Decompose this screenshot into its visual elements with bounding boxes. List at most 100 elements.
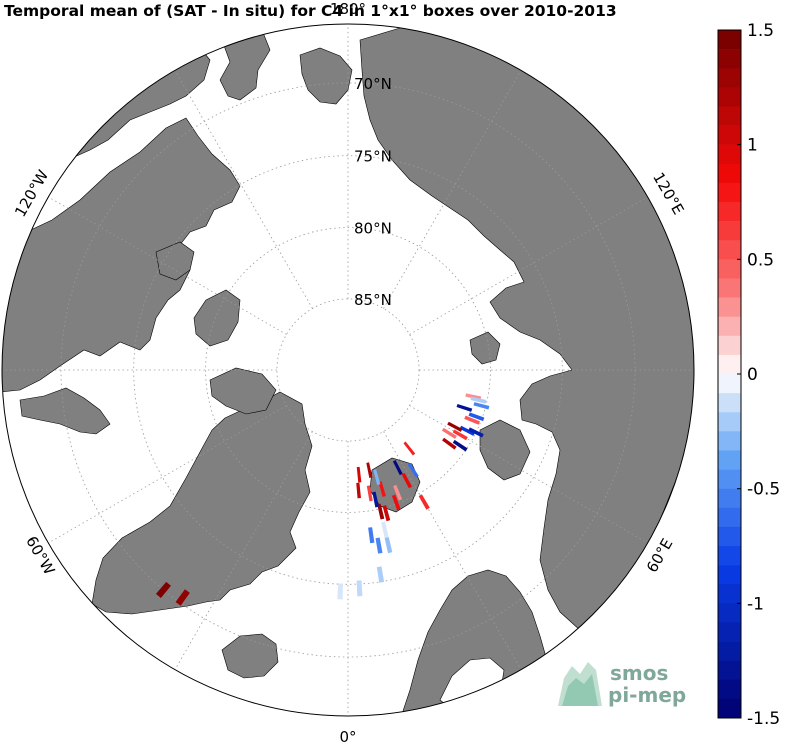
data-box-2 <box>337 583 344 600</box>
colorbar-cell-19 <box>718 393 741 413</box>
data-box-25 <box>442 437 457 450</box>
colorbar-tick-label-2: -0.5 <box>747 480 780 500</box>
colorbar-cell-15 <box>718 316 741 337</box>
colorbar-cell-34 <box>718 679 741 700</box>
meridian-60 <box>409 405 648 544</box>
land-island-b <box>155 241 195 281</box>
colorbar-cell-13 <box>718 278 741 298</box>
land-severnaya-zemlya <box>469 331 501 365</box>
colorbar: -1.5 -1 -0.5 0 0.5 1 1.5 <box>717 21 780 729</box>
data-box-15 <box>378 481 386 497</box>
land-greenland <box>91 391 313 615</box>
graticule <box>2 24 694 716</box>
colorbar-cell-9 <box>718 202 741 222</box>
colorbar-cell-10 <box>718 221 741 241</box>
data-box-6 <box>384 537 393 554</box>
colorbar-cell-7 <box>718 163 741 184</box>
chart-title: Temporal mean of (SAT - In situ) for C4 … <box>4 2 617 20</box>
data-box-1 <box>175 589 190 606</box>
colorbar-cell-35 <box>718 698 741 719</box>
data-box-21 <box>403 441 416 456</box>
colorbar-tick-label-0: -1.5 <box>747 709 780 729</box>
data-box-26 <box>452 439 468 452</box>
colorbar-cell-22 <box>718 450 741 470</box>
data-box-9 <box>382 505 391 522</box>
data-box-28 <box>459 425 476 436</box>
colorbar-cell-2 <box>718 68 741 88</box>
meridian-240 <box>48 196 287 335</box>
data-box-19 <box>392 459 403 476</box>
land-north-america <box>2 117 241 393</box>
colorbar-cell-23 <box>718 469 741 489</box>
meridian-120 <box>409 196 648 335</box>
colorbar-cell-33 <box>718 660 741 681</box>
data-box-8 <box>381 521 389 538</box>
lon-label-5: 0° <box>339 728 356 746</box>
data-box-7 <box>368 527 375 544</box>
lat-label-70: 70°N <box>354 75 392 93</box>
land-chukotka <box>299 47 353 105</box>
colorbar-cell-17 <box>718 354 741 375</box>
colorbar-cell-25 <box>718 507 741 528</box>
data-box-32 <box>468 412 485 422</box>
data-box-10 <box>377 503 385 520</box>
colorbar-cell-5 <box>718 125 741 145</box>
logo-mark-inner <box>562 674 598 706</box>
colorbar-tick-label-4: 0.5 <box>747 250 774 270</box>
colorbar-cell-6 <box>718 144 741 165</box>
meridian-30 <box>383 431 522 670</box>
data-box-12 <box>366 485 373 502</box>
data-box-23 <box>356 466 362 483</box>
colorbar-cell-27 <box>718 546 741 566</box>
data-box-34 <box>473 402 490 410</box>
colorbar-cell-14 <box>718 297 741 317</box>
data-boxes <box>155 393 490 606</box>
meridian-330 <box>174 431 313 670</box>
lon-label-0: 180° <box>330 0 366 18</box>
colorbar-tick-label-5: 1 <box>747 136 758 156</box>
data-box-13 <box>391 494 401 511</box>
data-box-22 <box>366 462 373 479</box>
land-ellesmere <box>193 289 241 347</box>
data-box-0 <box>155 581 171 598</box>
colorbar-cell-11 <box>718 240 741 260</box>
map-frame <box>1 23 695 717</box>
data-box-5 <box>375 537 383 554</box>
data-box-24 <box>373 469 381 486</box>
data-box-17 <box>401 472 413 489</box>
land-novaya-zemlya <box>479 419 531 481</box>
lat-label-85: 85°N <box>354 291 392 309</box>
land-iceland <box>221 633 279 679</box>
colorbar-cell-32 <box>718 641 741 661</box>
data-box-16 <box>356 482 361 499</box>
data-box-3 <box>356 580 363 597</box>
colorbar-cell-31 <box>718 622 741 642</box>
parallel-80 <box>205 227 491 513</box>
data-box-18 <box>418 494 430 510</box>
parallel-70 <box>60 82 636 658</box>
logo-line1: smos <box>610 661 668 685</box>
colorbar-cell-16 <box>718 335 741 356</box>
colorbar-cell-18 <box>718 374 741 394</box>
data-box-20 <box>407 462 419 478</box>
colorbar-tick-label-3: 0 <box>747 365 758 385</box>
colorbar-cell-8 <box>718 182 741 203</box>
colorbar-cell-0 <box>718 30 741 50</box>
data-box-4 <box>376 566 385 583</box>
colorbar-cell-29 <box>718 584 741 604</box>
data-box-14 <box>393 484 403 501</box>
colorbar-cell-26 <box>718 526 741 547</box>
lat-label-80: 80°N <box>354 220 392 238</box>
colorbar-cell-30 <box>718 603 741 623</box>
data-box-27 <box>452 429 468 441</box>
parallel-75 <box>133 155 563 585</box>
lat-label-75: 75°N <box>354 148 392 166</box>
smos-pimep-logo: smos pi-mep <box>558 661 686 707</box>
colorbar-cell-24 <box>718 488 741 509</box>
data-box-29 <box>441 427 457 439</box>
colorbar-cell-3 <box>718 87 741 107</box>
colorbar-cell-12 <box>718 259 741 279</box>
data-box-31 <box>468 427 484 438</box>
colorbar-cell-21 <box>718 431 741 451</box>
